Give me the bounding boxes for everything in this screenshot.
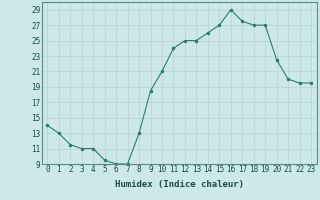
X-axis label: Humidex (Indice chaleur): Humidex (Indice chaleur) — [115, 180, 244, 189]
